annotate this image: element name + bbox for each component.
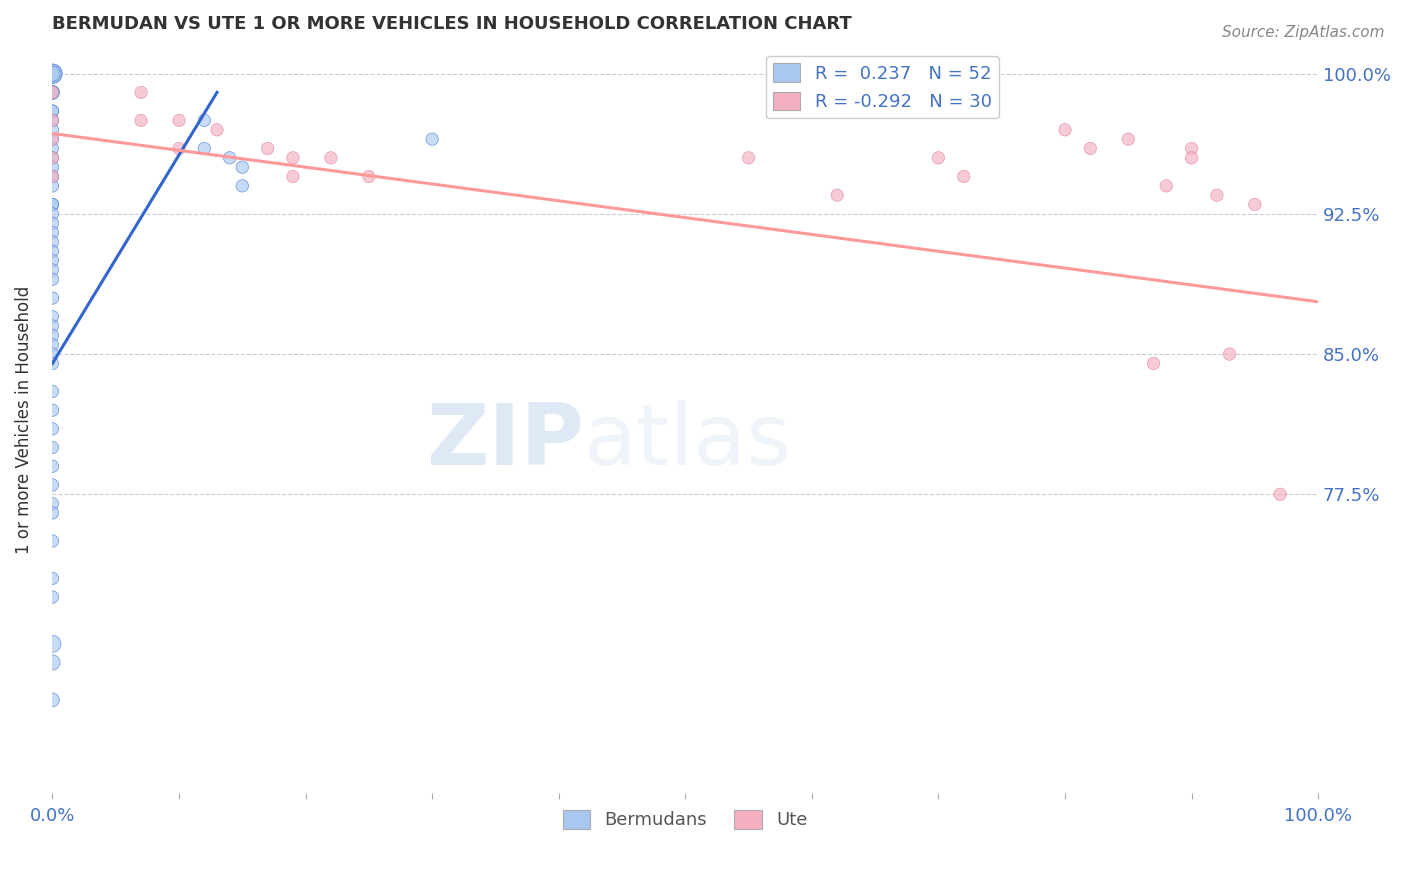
Point <box>41 328 63 343</box>
Point <box>41 67 63 81</box>
Point <box>1205 188 1227 202</box>
Point <box>41 272 63 286</box>
Point <box>1270 487 1292 501</box>
Point <box>41 216 63 230</box>
Point <box>41 113 63 128</box>
Text: ZIP: ZIP <box>426 401 583 483</box>
Point <box>41 656 63 670</box>
Point <box>41 226 63 240</box>
Point <box>41 356 63 370</box>
Text: atlas: atlas <box>583 401 792 483</box>
Point <box>41 141 63 155</box>
Point <box>41 534 63 549</box>
Point <box>1154 178 1177 193</box>
Point <box>1180 151 1202 165</box>
Point <box>41 441 63 455</box>
Point <box>41 347 63 361</box>
Point <box>41 422 63 436</box>
Point <box>41 151 63 165</box>
Point <box>357 169 380 184</box>
Legend: Bermudans, Ute: Bermudans, Ute <box>555 803 814 837</box>
Text: Source: ZipAtlas.com: Source: ZipAtlas.com <box>1222 25 1385 40</box>
Point <box>1243 197 1265 211</box>
Point <box>41 244 63 259</box>
Point <box>41 86 63 100</box>
Point <box>41 337 63 351</box>
Point <box>41 506 63 520</box>
Point <box>41 86 63 100</box>
Point <box>193 141 215 155</box>
Y-axis label: 1 or more Vehicles in Household: 1 or more Vehicles in Household <box>15 285 32 554</box>
Point <box>41 235 63 249</box>
Point <box>41 169 63 184</box>
Point <box>231 160 253 174</box>
Point <box>1053 122 1076 136</box>
Point <box>129 113 152 128</box>
Point <box>41 207 63 221</box>
Point <box>193 113 215 128</box>
Point <box>167 141 190 155</box>
Text: BERMUDAN VS UTE 1 OR MORE VEHICLES IN HOUSEHOLD CORRELATION CHART: BERMUDAN VS UTE 1 OR MORE VEHICLES IN HO… <box>52 15 852 33</box>
Point <box>41 160 63 174</box>
Point <box>927 151 949 165</box>
Point <box>737 151 759 165</box>
Point <box>1180 141 1202 155</box>
Point <box>1218 347 1240 361</box>
Point <box>41 113 63 128</box>
Point <box>41 178 63 193</box>
Point <box>41 169 63 184</box>
Point <box>41 132 63 146</box>
Point <box>41 571 63 585</box>
Point <box>41 132 63 146</box>
Point <box>41 403 63 417</box>
Point <box>281 169 304 184</box>
Point <box>41 197 63 211</box>
Point <box>1142 356 1164 370</box>
Point <box>41 86 63 100</box>
Point <box>41 104 63 119</box>
Point <box>319 151 342 165</box>
Point <box>231 178 253 193</box>
Point <box>41 291 63 305</box>
Point <box>825 188 848 202</box>
Point <box>256 141 278 155</box>
Point <box>41 637 63 651</box>
Point <box>41 310 63 324</box>
Point <box>41 253 63 268</box>
Point <box>41 384 63 399</box>
Point <box>1078 141 1101 155</box>
Point <box>41 459 63 474</box>
Point <box>41 67 63 81</box>
Point <box>41 478 63 492</box>
Point <box>41 497 63 511</box>
Point <box>41 151 63 165</box>
Point <box>420 132 443 146</box>
Point <box>41 122 63 136</box>
Point <box>952 169 974 184</box>
Point <box>41 693 63 707</box>
Point <box>41 197 63 211</box>
Point <box>41 67 63 81</box>
Point <box>41 319 63 334</box>
Point <box>218 151 240 165</box>
Point <box>41 263 63 277</box>
Point <box>41 104 63 119</box>
Point <box>1116 132 1139 146</box>
Point <box>129 86 152 100</box>
Point <box>281 151 304 165</box>
Point <box>41 590 63 604</box>
Point <box>167 113 190 128</box>
Point <box>205 122 228 136</box>
